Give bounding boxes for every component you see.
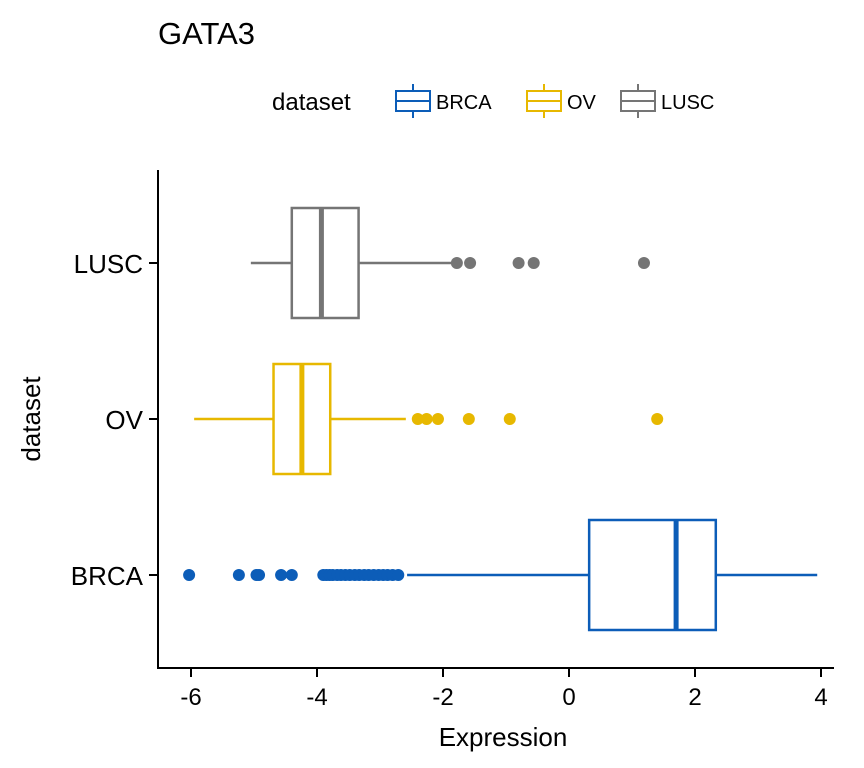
- legend-label: BRCA: [436, 92, 492, 114]
- x-tick-label: 2: [688, 684, 701, 711]
- x-tick-label: -2: [432, 684, 453, 711]
- outlier-point: [512, 257, 525, 269]
- outlier-point: [450, 257, 463, 269]
- x-ticks: -6 -4 -2 0 2 4: [180, 668, 828, 711]
- box-lusc: [250, 206, 650, 320]
- plot-area: [183, 206, 818, 632]
- outlier-point: [527, 257, 540, 269]
- box-brca: [183, 518, 818, 632]
- x-tick-label: -6: [180, 684, 201, 711]
- outlier-point: [420, 413, 433, 425]
- legend-item-brca: BRCA: [395, 84, 492, 118]
- x-tick-label: 4: [814, 684, 827, 711]
- y-tick-label: OV: [105, 405, 143, 435]
- outlier-point: [637, 257, 650, 269]
- outlier-point: [651, 413, 664, 425]
- legend-item-lusc: LUSC: [620, 84, 714, 118]
- outlier-point: [232, 569, 245, 581]
- outlier-point: [183, 569, 196, 581]
- outlier-point: [503, 413, 516, 425]
- legend-label: OV: [567, 92, 597, 114]
- outlier-point: [411, 413, 424, 425]
- legend-label: LUSC: [661, 92, 714, 114]
- x-tick-label: 0: [562, 684, 575, 711]
- outlier-point: [285, 569, 298, 581]
- legend-item-ov: OV: [526, 84, 597, 118]
- outlier-point: [462, 413, 475, 425]
- outlier-point: [464, 257, 477, 269]
- outlier-point: [275, 569, 288, 581]
- iqr-box: [290, 206, 360, 320]
- y-tick-label: LUSC: [74, 249, 143, 279]
- outlier-point: [431, 413, 444, 425]
- outlier-point: [253, 569, 266, 581]
- outlier-point: [392, 569, 405, 581]
- box-ov: [194, 362, 664, 476]
- legend-title: dataset: [272, 89, 351, 116]
- y-ticks: BRCA OV LUSC: [71, 249, 158, 591]
- x-axis-label: Expression: [439, 722, 568, 752]
- y-tick-label: BRCA: [71, 561, 144, 591]
- chart-title: GATA3: [158, 16, 255, 51]
- legend: dataset BRCA OV LUSC: [272, 84, 714, 118]
- x-tick-label: -4: [306, 684, 327, 711]
- iqr-box: [587, 518, 718, 632]
- y-axis-label: dataset: [16, 376, 46, 462]
